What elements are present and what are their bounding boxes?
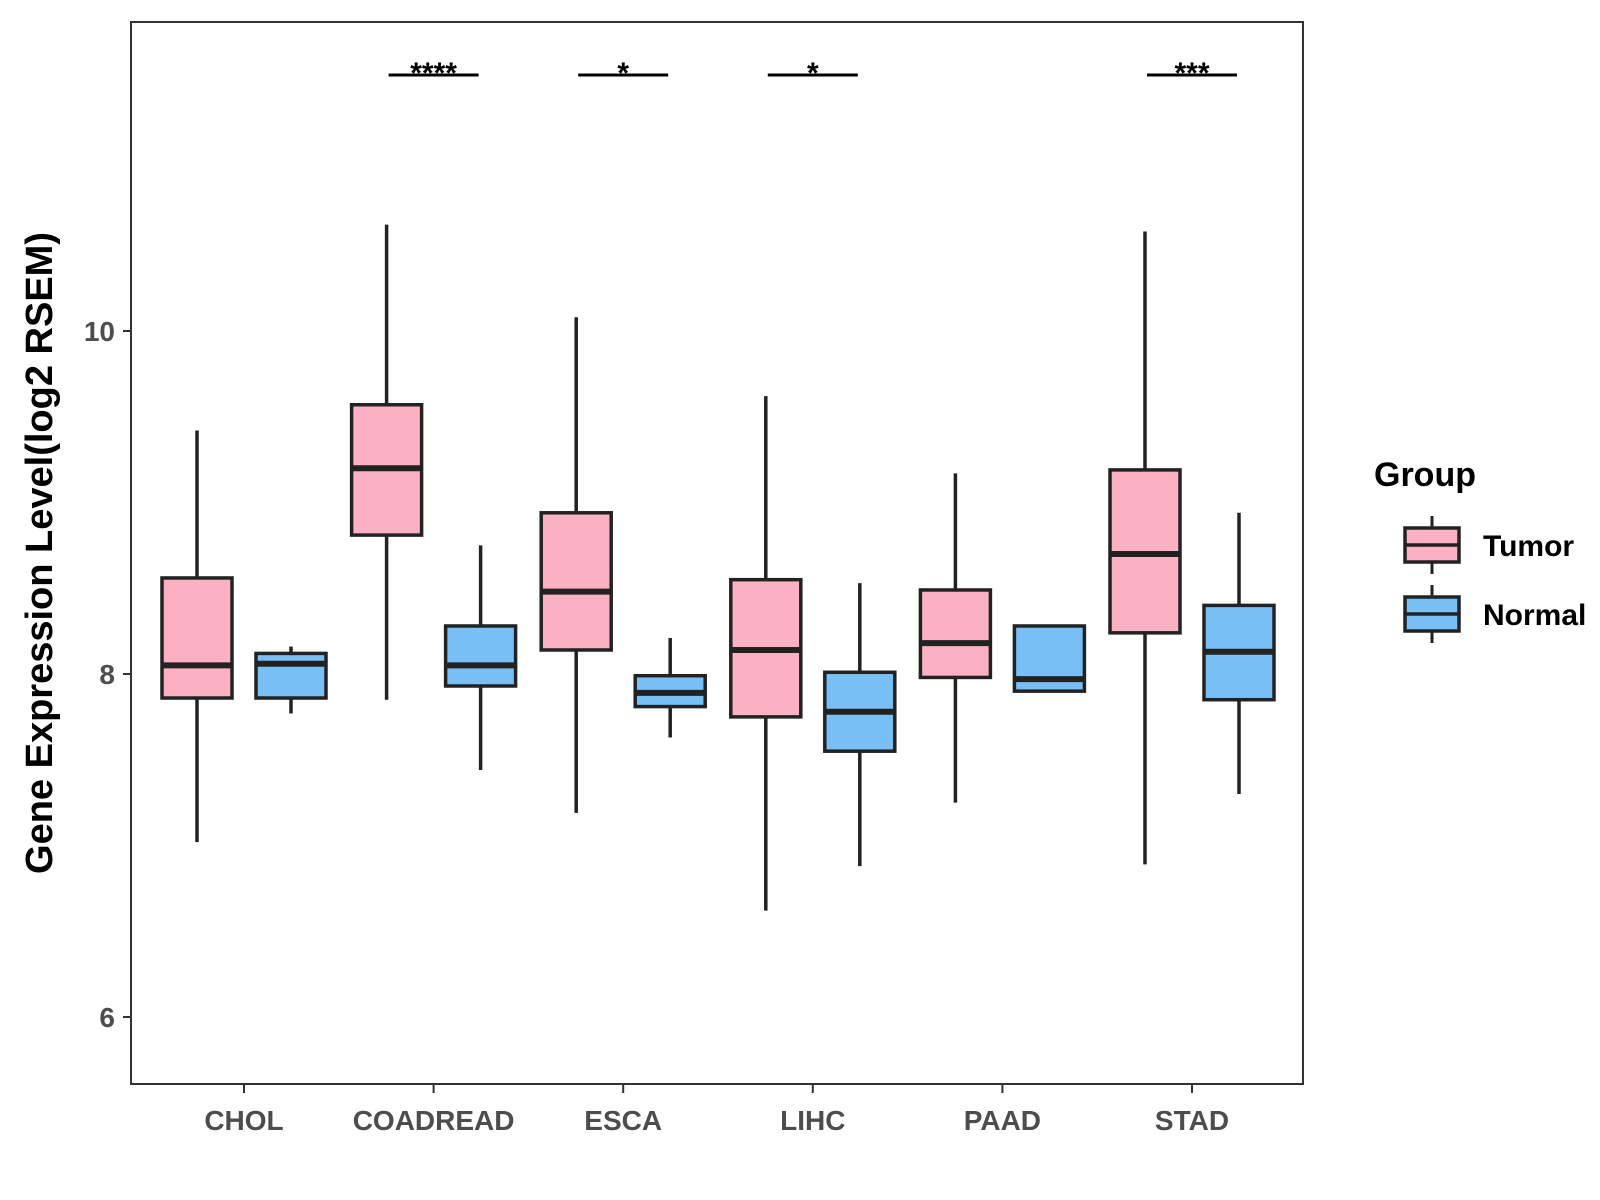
box-tumor-lihc: [729, 396, 803, 911]
x-tick-label: CHOL: [204, 1105, 283, 1136]
significance-label: ****: [410, 57, 457, 90]
box-body: [443, 624, 518, 688]
x-tick-label: PAAD: [964, 1105, 1041, 1136]
legend-key-tumor: [1403, 516, 1461, 574]
significance-label: ***: [1174, 57, 1209, 90]
box-normal-coadread: [443, 545, 518, 771]
y-axis: 6 8 10: [84, 316, 131, 1033]
x-axis: CHOL COADREAD ESCA LIHC PAAD STAD: [204, 1084, 1229, 1136]
x-tick-label: COADREAD: [353, 1105, 515, 1136]
box-normal-esca: [633, 637, 707, 738]
box-body: [160, 576, 234, 700]
box-tumor-coadread: [349, 224, 424, 700]
x-tick-label: STAD: [1155, 1105, 1229, 1136]
box-body: [918, 588, 993, 680]
y-tick-label: 8: [99, 659, 115, 690]
y-tick-label: 6: [99, 1002, 115, 1033]
box-group: [160, 224, 1276, 911]
box-normal-chol: [254, 646, 328, 714]
plot-panel: [130, 21, 1304, 1085]
box-tumor-chol: [160, 430, 234, 843]
x-tick-label: LIHC: [780, 1105, 845, 1136]
significance-annotations: **** * * ***: [388, 57, 1237, 90]
legend: Group Tumor Normal: [1374, 456, 1586, 643]
y-tick-label: 10: [84, 316, 115, 347]
legend-label-normal: Normal: [1483, 599, 1586, 632]
box-tumor-esca: [539, 317, 613, 813]
box-body: [539, 511, 613, 652]
significance-label: *: [807, 57, 819, 90]
y-axis-title: Gene Expression Level(log2 RSEM): [19, 232, 61, 874]
x-tick-label: ESCA: [584, 1105, 662, 1136]
box-tumor-stad: [1108, 231, 1182, 865]
box-body: [254, 651, 328, 700]
legend-title: Group: [1374, 456, 1476, 494]
box-tumor-paad: [918, 473, 993, 803]
legend-label-tumor: Tumor: [1483, 530, 1574, 563]
box-normal-paad: [1012, 624, 1087, 693]
box-normal-stad: [1202, 512, 1276, 795]
significance-label: *: [617, 57, 629, 90]
box-normal-lihc: [823, 583, 897, 867]
legend-key-normal: [1403, 585, 1461, 643]
